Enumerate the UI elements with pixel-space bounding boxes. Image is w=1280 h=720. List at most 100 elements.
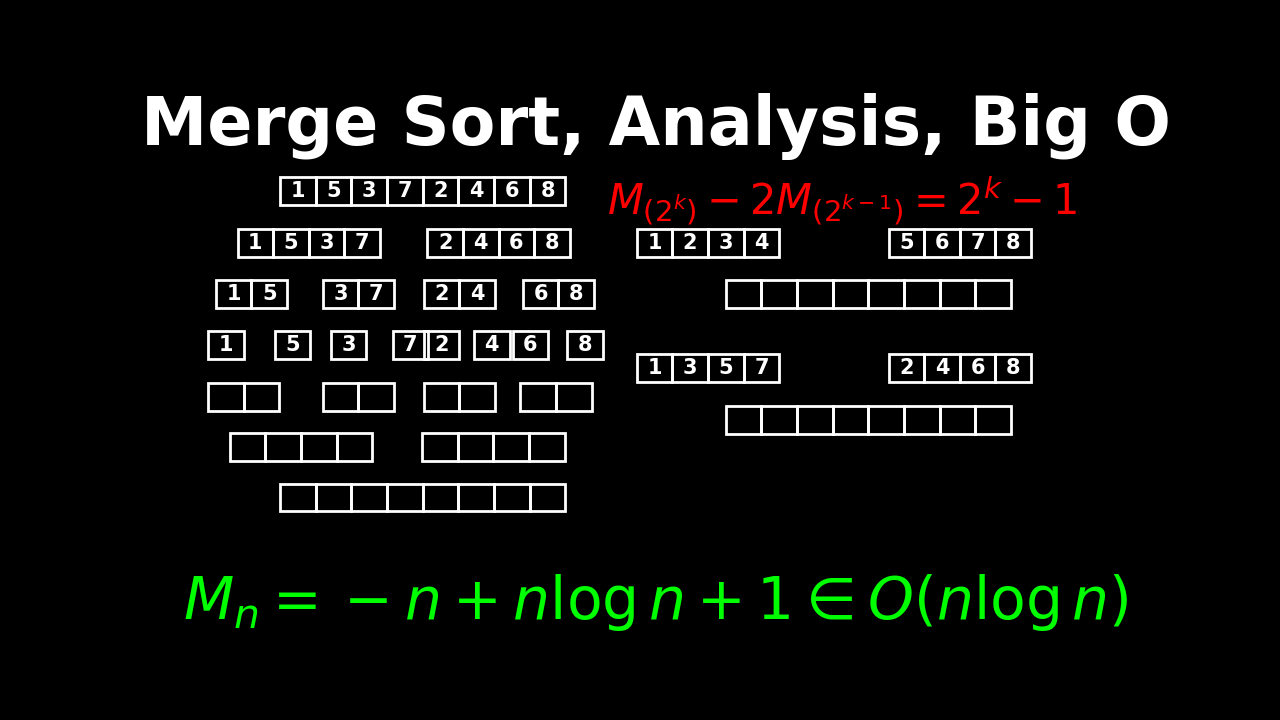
Bar [316,484,352,511]
Bar [975,280,1011,308]
Text: 8: 8 [545,233,559,253]
Bar [499,229,534,256]
Bar [209,331,243,359]
Bar [567,331,603,359]
Bar [352,484,387,511]
Bar [940,406,975,433]
Text: 4: 4 [754,233,769,253]
Bar [265,433,301,461]
Text: 2: 2 [434,181,448,201]
Text: 2: 2 [434,284,448,305]
Bar [924,229,960,256]
Bar [522,280,558,308]
Bar [280,484,316,511]
Text: Merge Sort, Analysis, Big O: Merge Sort, Analysis, Big O [141,93,1171,160]
Bar [280,177,316,205]
Text: 6: 6 [970,359,984,378]
Bar [458,433,493,461]
Text: 1: 1 [219,335,233,355]
Bar [797,406,833,433]
Text: 5: 5 [284,233,298,253]
Bar [521,383,556,410]
Bar [330,331,366,359]
Bar [323,280,358,308]
Bar [352,177,387,205]
Text: 7: 7 [398,181,412,201]
Bar [833,280,868,308]
Text: 6: 6 [934,233,950,253]
Text: 5: 5 [285,335,300,355]
Text: 3: 3 [340,335,356,355]
Bar [493,433,529,461]
Text: 1: 1 [291,181,305,201]
Bar [229,433,265,461]
Text: 8: 8 [577,335,591,355]
Text: 7: 7 [403,335,417,355]
Text: 1: 1 [648,233,662,253]
Bar [337,433,372,461]
Text: 1: 1 [227,284,241,305]
Text: 8: 8 [540,181,554,201]
Bar [924,354,960,382]
Bar [494,177,530,205]
Bar [940,280,975,308]
Bar [243,383,279,410]
Bar [458,177,494,205]
Bar [556,383,591,410]
Bar [316,177,352,205]
Bar [424,280,460,308]
Bar [301,433,337,461]
Bar [530,177,566,205]
Bar [238,229,273,256]
Bar [308,229,344,256]
Text: 5: 5 [718,359,733,378]
Bar [422,433,458,461]
Bar [904,280,940,308]
Bar [494,484,530,511]
Bar [460,383,495,410]
Bar [868,406,904,433]
Bar [904,406,940,433]
Text: 2: 2 [682,233,698,253]
Text: 3: 3 [320,233,334,253]
Text: 5: 5 [262,284,276,305]
Bar [996,354,1032,382]
Text: $M_n = -n + n\log n + 1 \in O(n\log n)$: $M_n = -n + n\log n + 1 \in O(n\log n)$ [183,572,1129,633]
Bar [744,354,780,382]
Bar [888,354,924,382]
Bar [393,331,428,359]
Bar [323,383,358,410]
Bar [387,177,422,205]
Text: 2: 2 [438,233,452,253]
Text: 4: 4 [470,284,484,305]
Text: 7: 7 [970,233,984,253]
Bar [358,280,394,308]
Text: 7: 7 [369,284,384,305]
Text: 6: 6 [534,284,548,305]
Text: 4: 4 [484,335,499,355]
Bar [530,484,566,511]
Bar [209,383,243,410]
Bar [636,354,672,382]
Bar [422,177,458,205]
Bar [358,383,394,410]
Text: 1: 1 [648,359,662,378]
Text: 4: 4 [934,359,950,378]
Bar [672,354,708,382]
Bar [512,331,548,359]
Text: 3: 3 [718,233,733,253]
Text: 6: 6 [524,335,538,355]
Text: 2: 2 [899,359,914,378]
Bar [975,406,1011,433]
Bar [251,280,287,308]
Bar [387,484,422,511]
Bar [474,331,509,359]
Bar [762,406,797,433]
Text: 4: 4 [468,181,484,201]
Text: 1: 1 [248,233,262,253]
Bar [744,229,780,256]
Bar [868,280,904,308]
Bar [424,383,460,410]
Bar [797,280,833,308]
Text: 8: 8 [1006,359,1020,378]
